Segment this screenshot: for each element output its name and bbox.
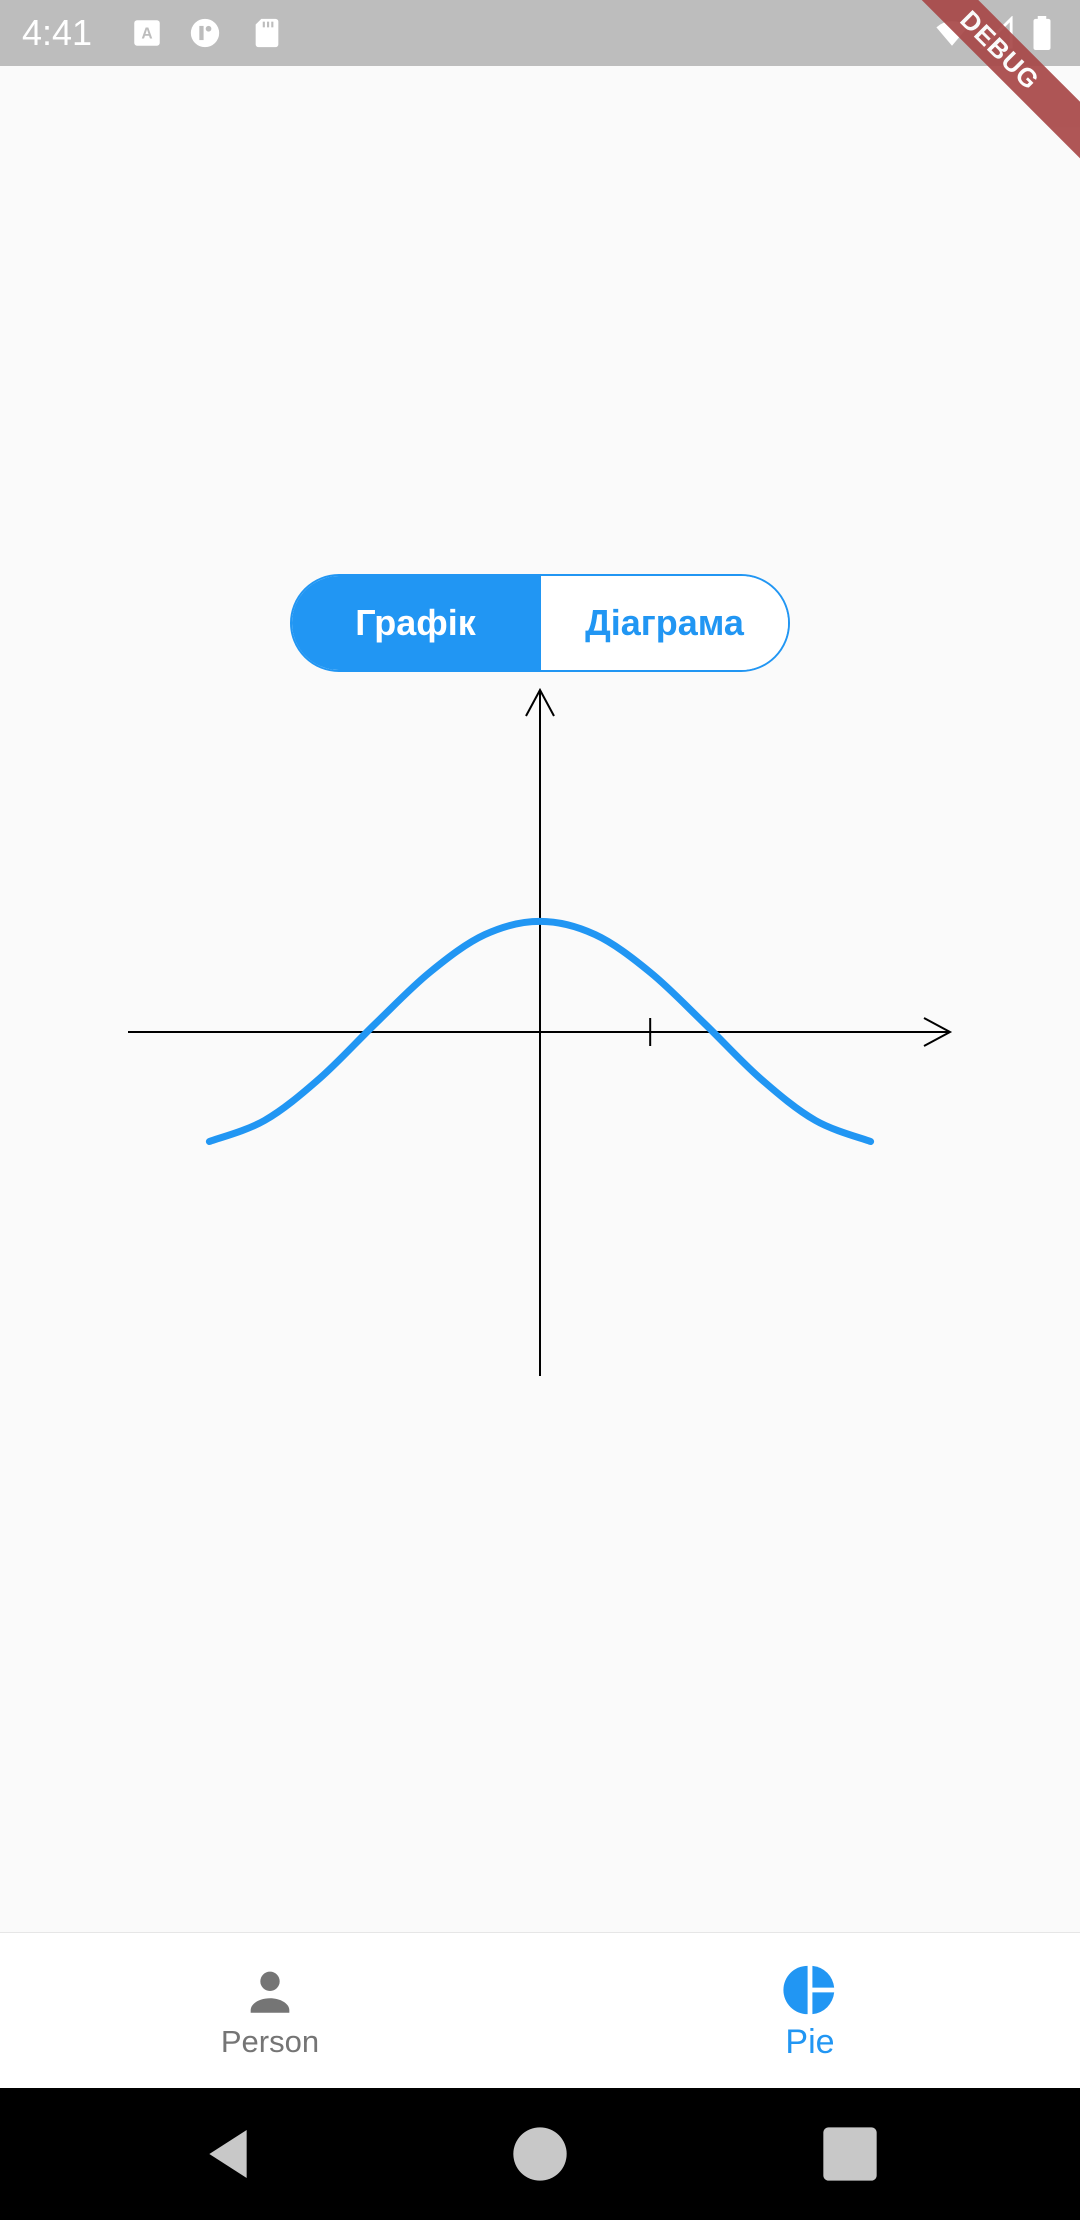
nav-item-pie[interactable]: Pie: [540, 1933, 1080, 2089]
person-icon: [241, 1962, 299, 2020]
system-navigation-bar: [0, 2088, 1080, 2220]
recents-icon[interactable]: [818, 2122, 882, 2186]
sd-card-icon: [250, 16, 284, 50]
status-time: 4:41: [22, 12, 93, 53]
cosine-curve: [205, 917, 875, 1145]
svg-text:A: A: [141, 26, 152, 43]
bottom-navigation: Person Pie: [0, 1932, 1080, 2088]
battery-icon: [1030, 16, 1054, 50]
x-axis-arrowhead: [923, 1017, 953, 1047]
y-axis-arrowhead: [525, 687, 555, 717]
status-bar: 4:41 A: [0, 0, 1080, 66]
toggle-diagram-button[interactable]: Діаграма: [539, 576, 788, 670]
nav-label-person: Person: [220, 2024, 320, 2059]
toggle-graph-button[interactable]: Графік: [292, 576, 539, 670]
back-icon[interactable]: [196, 2122, 260, 2186]
keyboard-a-icon: A: [130, 16, 164, 50]
pie-chart-icon: [781, 1961, 839, 2019]
chart-type-toggle: Графік Діаграма: [290, 574, 790, 672]
nav-item-person[interactable]: Person: [0, 1933, 540, 2089]
nav-label-pie: Pie: [785, 2022, 835, 2061]
circle-app-icon: [188, 16, 222, 50]
home-icon[interactable]: [508, 2122, 572, 2186]
